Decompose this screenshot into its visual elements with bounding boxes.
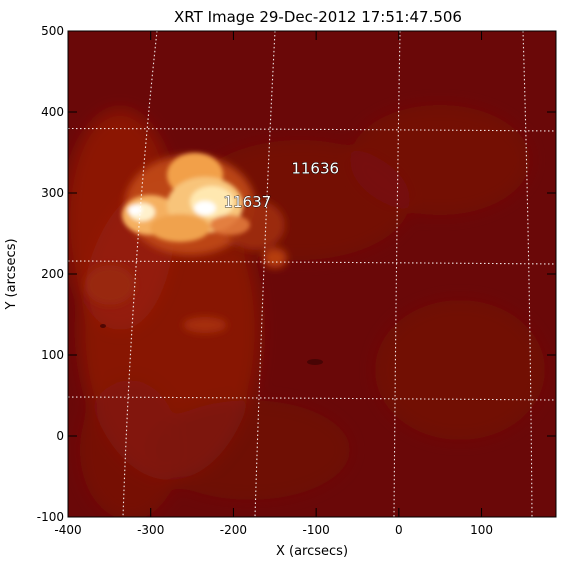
y-tick-label: 100	[41, 348, 64, 362]
y-tick-label: 200	[41, 267, 64, 281]
y-tick-label: 500	[41, 24, 64, 38]
y-tick-label: 300	[41, 186, 64, 200]
x-tick-label: 0	[395, 523, 403, 537]
x-tick-label: -300	[137, 523, 164, 537]
y-tick-label: -100	[37, 510, 64, 524]
x-ticks: -400 -300 -200 -100 0 100	[54, 31, 493, 537]
y-axis-label: Y (arcsecs)	[4, 238, 19, 310]
solar-image	[68, 31, 556, 517]
x-tick-label: 100	[470, 523, 493, 537]
y-tick-label: 400	[41, 105, 64, 119]
active-region-label-11636: 11636	[291, 160, 339, 178]
y-ticks: -100 0 100 200 300 400 500	[37, 24, 556, 524]
heliographic-grid	[68, 31, 556, 517]
x-tick-label: -200	[220, 523, 247, 537]
x-tick-label: -100	[303, 523, 330, 537]
chart-title: XRT Image 29-Dec-2012 17:51:47.506	[174, 8, 462, 26]
annotations: 11636 11637	[223, 159, 339, 211]
x-tick-label: -400	[54, 523, 81, 537]
active-region-label-11637: 11637	[223, 193, 271, 211]
y-tick-label: 0	[56, 429, 64, 443]
x-axis-label: X (arcsecs)	[276, 544, 348, 559]
